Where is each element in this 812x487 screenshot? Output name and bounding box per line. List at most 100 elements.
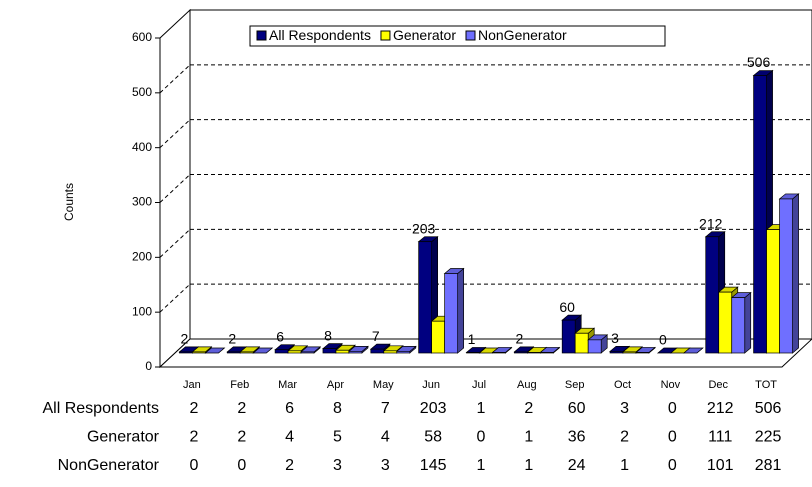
bar-side (792, 193, 799, 354)
table-cell: 1 (477, 400, 486, 417)
bar (587, 334, 609, 354)
bar-front (539, 352, 554, 354)
data-label: 6 (276, 328, 284, 344)
y-tick-label: 400 (132, 140, 152, 154)
bar-front (444, 273, 459, 354)
data-label: 2 (515, 331, 523, 347)
legend-swatch (465, 30, 476, 41)
table-cell: 203 (420, 400, 447, 417)
table-cell: 2 (285, 457, 294, 474)
table-cell: 0 (668, 400, 677, 417)
y-tick-label: 0 (145, 359, 152, 373)
legend-label: NonGenerator (478, 27, 567, 43)
table-cell: 3 (333, 457, 342, 474)
bar-front (492, 352, 506, 354)
bar-front (335, 349, 350, 354)
table-cell: 6 (285, 400, 294, 417)
x-tick-label: May (373, 379, 394, 391)
bar-side (744, 291, 752, 354)
bar-top (682, 347, 704, 354)
table-cell: 225 (755, 429, 782, 446)
bar (730, 291, 752, 354)
x-tick-label: Mar (278, 379, 297, 391)
table-cell: 0 (189, 457, 198, 474)
y-tick-label: 500 (132, 85, 152, 99)
table-cell: 1 (524, 457, 533, 474)
table-cell: 212 (707, 400, 734, 417)
table-cell: 281 (755, 457, 782, 474)
bar-front (635, 352, 650, 354)
bar-front (753, 75, 767, 354)
data-label: 3 (611, 330, 619, 346)
bar-front (322, 348, 337, 354)
x-tick-label: Oct (614, 379, 631, 391)
y-tick-label: 300 (132, 195, 152, 209)
data-label: 506 (747, 54, 771, 70)
bar-front (274, 349, 289, 354)
data-label: 8 (324, 327, 332, 343)
table-cell: 1 (620, 457, 629, 474)
bar-front (766, 229, 780, 354)
bar-front (513, 351, 528, 354)
legend-label: All Respondents (269, 27, 371, 43)
bar-front (239, 351, 254, 354)
x-tick-label: Aug (517, 379, 537, 391)
left-wall (159, 8, 191, 369)
table-cell: 2 (524, 400, 533, 417)
bar (443, 267, 465, 354)
bar-front (609, 351, 624, 354)
table-cell: 58 (424, 429, 442, 446)
bar (491, 346, 513, 354)
bar-front (348, 351, 363, 354)
legend: All Respondents Generator NonGenerator (249, 25, 666, 47)
table-cell: 3 (620, 400, 629, 417)
bar-top (204, 347, 226, 354)
table-cell: 8 (333, 400, 342, 417)
table-cell: 145 (420, 457, 447, 474)
legend-swatch (380, 30, 391, 41)
bar-front (466, 352, 480, 354)
x-tick-label: Feb (230, 379, 249, 391)
table-cell: 2 (237, 429, 246, 446)
bar-front (396, 351, 411, 354)
bar (395, 345, 417, 354)
table-cell: 506 (755, 400, 782, 417)
x-tick-label: Nov (661, 379, 681, 391)
x-tick-label: Apr (327, 379, 344, 391)
bar-front (370, 348, 385, 354)
table-cell: 24 (568, 457, 586, 474)
bar-front (526, 352, 541, 354)
bar-front (300, 351, 315, 354)
table-cell: 60 (568, 400, 586, 417)
bar (204, 347, 226, 354)
data-label: 2 (228, 331, 236, 347)
y-axis-label: Counts (62, 183, 76, 221)
x-tick-label: TOT (755, 379, 777, 391)
table-cell: 3 (381, 457, 390, 474)
x-tick-label: Dec (708, 379, 728, 391)
bar (778, 193, 800, 354)
table-cell: 0 (237, 457, 246, 474)
bar-front (718, 291, 733, 354)
table-cell: 111 (708, 429, 732, 446)
data-label: 60 (559, 299, 575, 315)
data-label: 212 (699, 215, 723, 231)
bar-front (779, 198, 793, 354)
table-cell: 1 (524, 429, 533, 446)
bar-front (431, 320, 446, 354)
bar-front (287, 350, 302, 354)
data-label: 2 (181, 331, 189, 347)
table-cell: 0 (668, 457, 677, 474)
bar-front (561, 319, 576, 354)
bar-front (192, 351, 206, 354)
y-tick-label: 200 (132, 250, 152, 264)
bar-front (179, 351, 193, 354)
bar (539, 346, 561, 354)
x-tick-label: Jun (422, 379, 440, 391)
data-label: 0 (659, 332, 667, 348)
bar (300, 346, 322, 354)
data-label: 1 (468, 331, 476, 347)
bar-front (587, 339, 602, 354)
table-row-label: Generator (87, 429, 160, 446)
